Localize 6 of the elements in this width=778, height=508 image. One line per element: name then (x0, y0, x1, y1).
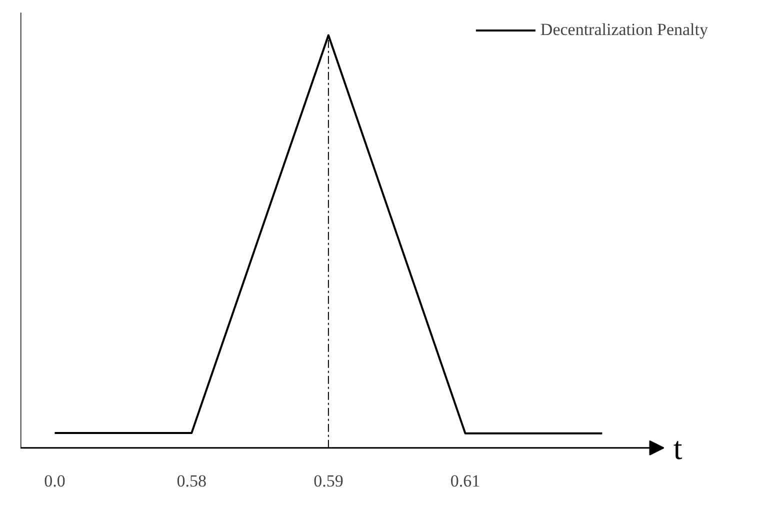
legend-label: Decentralization Penalty (540, 20, 708, 40)
x-tick-label: 0.0 (44, 472, 66, 490)
x-axis-title: t (673, 430, 682, 466)
x-tick-label: 0.61 (450, 472, 480, 490)
x-tick-label: 0.59 (314, 472, 344, 490)
x-tick-label: 0.58 (176, 472, 206, 490)
